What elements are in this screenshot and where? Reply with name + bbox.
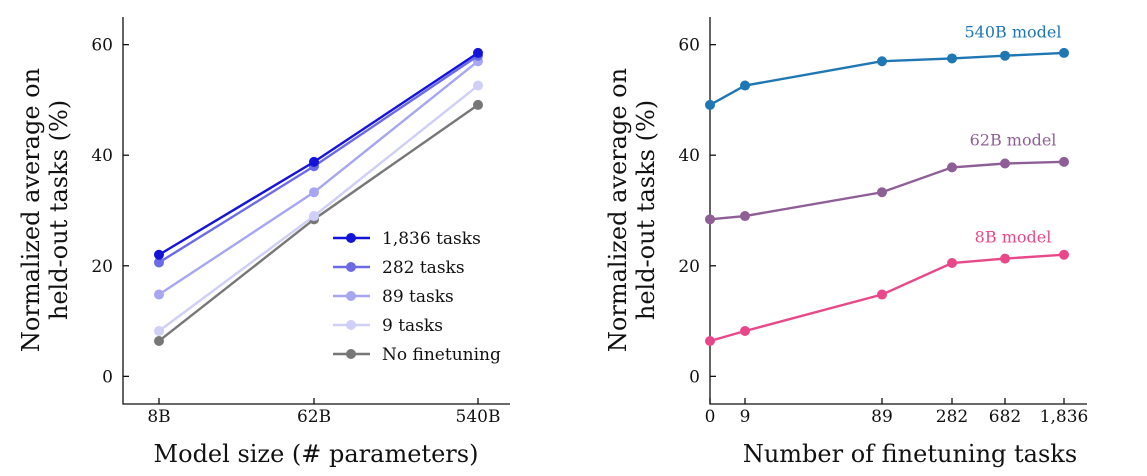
left-point-9-tasks-0 <box>154 326 164 337</box>
right-x-ticks: 0 9 89 282 682 1,836 <box>705 398 1089 427</box>
right-line-540b-model <box>709 51 1065 106</box>
right-point-540b-model-1 <box>740 80 750 91</box>
left-x-tick-label-540b: 540B <box>456 407 501 427</box>
left-y-tick-label-60: 60 <box>91 36 113 56</box>
legend-label-9-tasks: 9 tasks <box>382 316 443 336</box>
legend-label-1-836-tasks: 1,836 tasks <box>382 229 481 249</box>
left-point-no-finetuning-0 <box>154 335 164 346</box>
legend-marker-282-tasks <box>346 262 356 272</box>
right-x-tick-label-282: 282 <box>936 407 968 427</box>
left-axis-frame <box>122 17 510 405</box>
left-point-9-tasks-1 <box>309 211 319 222</box>
right-point-8b-model-4 <box>1000 253 1010 264</box>
chart-model-size: 0 20 40 60 8B 62B 540B 1,836 tasks 282 tasks 89… <box>17 17 510 468</box>
left-point-282-tasks-0 <box>154 257 164 268</box>
right-point-62b-model-0 <box>705 214 715 225</box>
right-point-540b-model-4 <box>1000 50 1010 61</box>
right-x-tick-label-9: 9 <box>740 407 751 427</box>
right-point-62b-model-3 <box>947 162 957 173</box>
chart-finetuning-tasks: 0 20 40 60 0 9 89 282 682 1,836 540B model 62B mo… <box>604 17 1088 468</box>
legend-label-no-finetuning: No finetuning <box>382 345 501 365</box>
left-y-tick-label-40: 40 <box>91 146 113 166</box>
right-line-62b-model <box>709 160 1065 221</box>
right-y-tick-label-40: 40 <box>678 146 700 166</box>
right-point-62b-model-1 <box>740 211 750 222</box>
left-line-1-836-tasks <box>158 51 479 256</box>
left-x-axis-title: Model size (# parameters) <box>154 440 479 468</box>
legend-marker-no-finetuning <box>346 349 356 359</box>
right-line-8b-model <box>709 253 1065 343</box>
right-point-62b-model-4 <box>1000 158 1010 169</box>
right-point-62b-model-2 <box>877 187 887 198</box>
left-x-tick-label-8b: 8B <box>147 407 170 427</box>
left-point-1-836-tasks-2 <box>473 47 483 58</box>
left-x-ticks: 8B 62B 540B <box>147 398 500 427</box>
right-y-axis-title-line1: Normalized average on <box>604 68 632 352</box>
right-y-axis-title: Normalized average on held-out tasks (%) <box>604 68 660 352</box>
right-point-540b-model-2 <box>877 56 887 67</box>
right-x-axis-title: Number of finetuning tasks <box>743 440 1077 468</box>
legend-marker-9-tasks <box>346 320 356 330</box>
legend-marker-89-tasks <box>346 291 356 301</box>
right-point-8b-model-0 <box>705 335 715 346</box>
legend-label-89-tasks: 89 tasks <box>382 287 454 307</box>
legend-label-282-tasks: 282 tasks <box>382 258 465 278</box>
right-point-8b-model-5 <box>1059 249 1069 260</box>
right-y-ticks: 0 20 40 60 <box>678 36 716 387</box>
legend-marker-1-836-tasks <box>346 233 356 243</box>
right-point-8b-model-2 <box>877 289 887 300</box>
left-y-ticks: 0 20 40 60 <box>91 36 129 387</box>
right-x-tick-label-0: 0 <box>705 407 716 427</box>
left-point-1-836-tasks-0 <box>154 249 164 260</box>
annotation-62b-model: 62B model <box>970 131 1057 150</box>
left-point-no-finetuning-2 <box>473 99 483 110</box>
left-y-tick-label-20: 20 <box>91 257 113 277</box>
right-x-tick-label-682: 682 <box>989 407 1021 427</box>
left-point-89-tasks-0 <box>154 289 164 300</box>
right-x-tick-label-1-836: 1,836 <box>1040 407 1089 427</box>
right-point-540b-model-5 <box>1059 47 1069 58</box>
annotation-540b-model: 540B model <box>964 23 1061 42</box>
right-x-tick-label-89: 89 <box>871 407 893 427</box>
right-series-annotations: 540B model 62B model 8B model <box>964 23 1061 247</box>
right-series-lines <box>705 47 1069 346</box>
legend: 1,836 tasks 282 tasks 89 tasks 9 tasks No fi… <box>333 229 501 365</box>
right-y-tick-label-0: 0 <box>689 367 700 387</box>
right-point-8b-model-1 <box>740 326 750 337</box>
right-point-540b-model-3 <box>947 53 957 64</box>
right-point-62b-model-5 <box>1059 156 1069 167</box>
left-point-9-tasks-2 <box>473 80 483 91</box>
right-point-540b-model-0 <box>705 99 715 110</box>
right-y-axis-title-line2: held-out tasks (%) <box>632 100 660 320</box>
left-y-axis-title-line2: held-out tasks (%) <box>45 100 73 320</box>
right-y-tick-label-60: 60 <box>678 36 700 56</box>
left-y-tick-label-0: 0 <box>102 367 113 387</box>
right-point-8b-model-3 <box>947 258 957 269</box>
right-axis-frame <box>709 17 1087 405</box>
left-point-1-836-tasks-1 <box>309 156 319 167</box>
left-x-tick-label-62b: 62B <box>297 407 331 427</box>
annotation-8b-model: 8B model <box>975 228 1052 247</box>
left-series-lines <box>154 47 483 346</box>
right-y-tick-label-20: 20 <box>678 257 700 277</box>
left-y-axis-title: Normalized average on held-out tasks (%) <box>17 68 73 352</box>
left-y-axis-title-line1: Normalized average on <box>17 68 45 352</box>
left-point-89-tasks-1 <box>309 187 319 198</box>
